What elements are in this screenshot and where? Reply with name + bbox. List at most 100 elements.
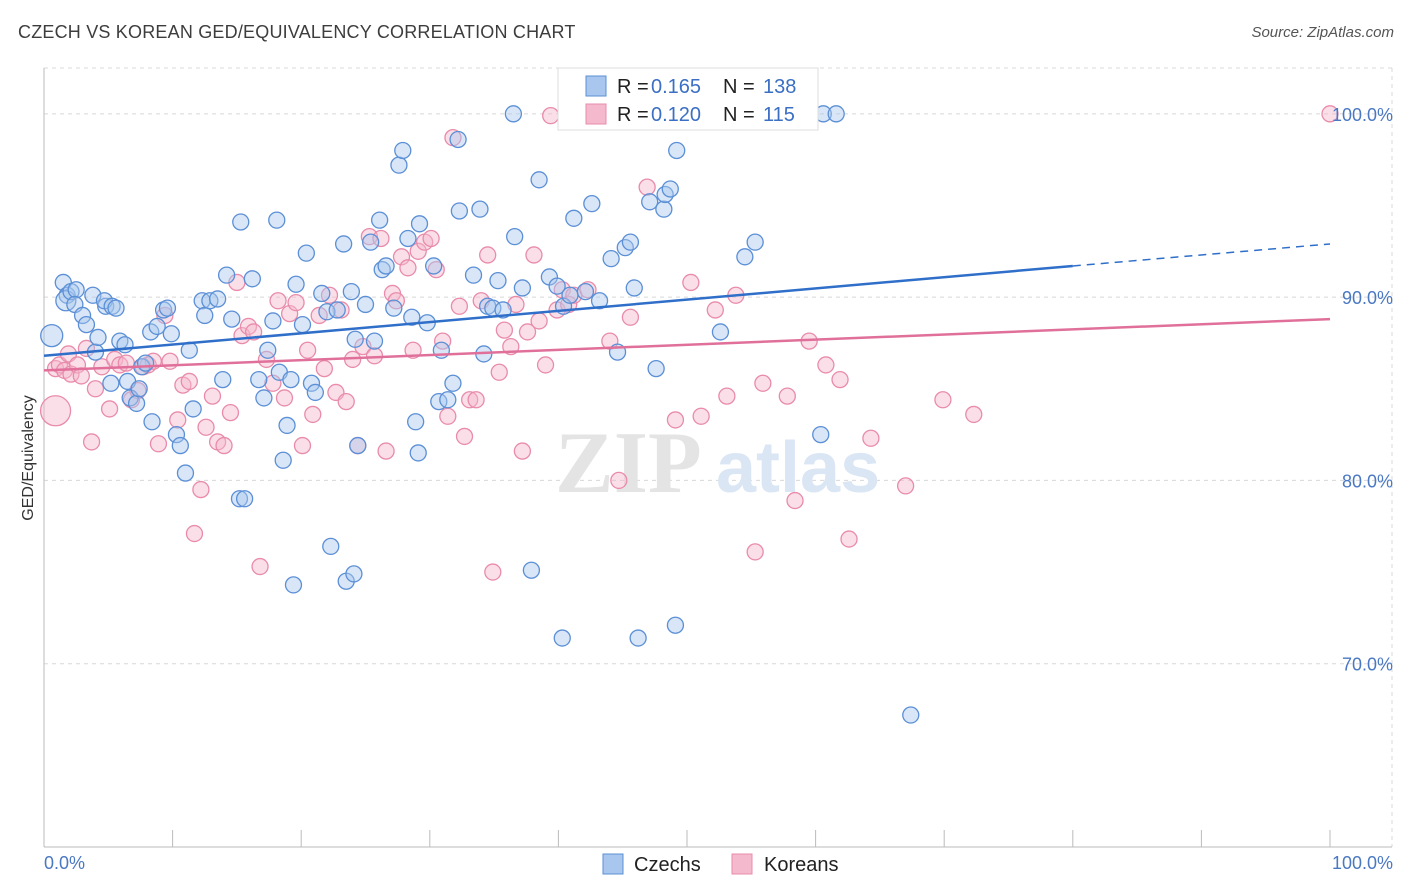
korean-point (786, 491, 804, 510)
czech-point (297, 244, 315, 262)
czech-point (356, 295, 375, 314)
czech-point (214, 370, 232, 389)
korean-point (192, 480, 210, 499)
korean-point (455, 427, 474, 446)
czech-point (136, 354, 155, 372)
czech-point (548, 277, 566, 295)
czech-point (130, 380, 148, 398)
czech-point (73, 306, 92, 325)
axes (43, 68, 1392, 848)
korean-point (817, 356, 835, 374)
korean-point (215, 436, 233, 455)
korean-point (495, 321, 514, 339)
korean-point (1321, 105, 1339, 123)
legend-swatch-korean (585, 103, 607, 125)
source-label: Source: ZipAtlas.com (1251, 24, 1394, 41)
czech-point (647, 359, 665, 378)
korean-point (197, 418, 215, 436)
legend-n-label-korean: N = (723, 104, 755, 126)
korean-point (377, 442, 395, 460)
czech-point (361, 233, 380, 251)
legend-n-label-czech: N = (723, 76, 755, 98)
czech-point (282, 370, 300, 389)
korean-point (840, 530, 858, 548)
grid (44, 67, 1393, 847)
czech-point (184, 400, 202, 418)
legend-n-value-czech: 138 (763, 76, 796, 98)
legend-top: R = 0.165 N = 138 R = 0.120 N = 115 (557, 67, 819, 131)
czech-point (370, 211, 389, 229)
korean-point (542, 107, 560, 125)
czech-point (504, 105, 523, 123)
czech-point (250, 370, 268, 389)
czech-point (827, 105, 845, 123)
korean-point (221, 403, 240, 422)
korean-point (682, 273, 700, 292)
legend-r-label-korean: R = (617, 104, 649, 126)
czech-point (322, 537, 340, 556)
czech-point (143, 413, 161, 431)
czech-point (471, 200, 489, 218)
czech-point (158, 299, 177, 317)
czech-point (668, 141, 686, 160)
y-tick-label: 90.0% (1342, 288, 1393, 308)
korean-point (117, 354, 135, 372)
czech-point (162, 325, 180, 343)
czech-point (243, 270, 261, 288)
czech-point (666, 616, 685, 634)
czech-point (196, 306, 214, 325)
korean-point (536, 356, 555, 374)
czech-point (602, 249, 620, 268)
czech-point (530, 171, 548, 189)
korean-point (275, 389, 294, 407)
korean-point (862, 429, 880, 447)
y-tick-labels: 70.0% 80.0% 90.0% 100.0% (1332, 105, 1393, 675)
korean-point (746, 543, 764, 561)
watermark-zip: ZIP (555, 415, 702, 512)
korean-point (718, 387, 736, 405)
korean-point (82, 433, 101, 451)
bottom-legend-label-czech: Czechs (634, 854, 701, 876)
czech-point (464, 266, 483, 284)
korean-point (831, 370, 849, 389)
legend-swatch-czech (585, 75, 607, 97)
czech-point (67, 281, 85, 299)
korean-point (304, 405, 322, 424)
trend-lines (43, 243, 1331, 372)
czech-point (576, 282, 595, 301)
czech-point (409, 444, 427, 462)
korean-point (332, 301, 350, 319)
korean-points (39, 105, 1339, 581)
czech-point (345, 565, 363, 583)
czech-point (746, 233, 764, 251)
czech-point (625, 279, 643, 297)
czech-point (407, 413, 425, 431)
czech-point (217, 266, 236, 284)
legend-r-label-czech: R = (617, 76, 649, 98)
czech-point (399, 229, 417, 248)
korean-point (934, 391, 952, 409)
czech-point (655, 200, 673, 218)
y-tick-label: 70.0% (1342, 655, 1393, 675)
czech-point (284, 576, 303, 594)
bottom-legend-swatch-korean (731, 853, 753, 875)
korean-point (404, 341, 422, 359)
czech-point (449, 130, 467, 149)
czech-point (590, 292, 609, 310)
korean-point (484, 563, 502, 581)
korean-point (525, 246, 543, 264)
korean-point (409, 242, 427, 260)
czech-point (711, 323, 730, 341)
czech-point (410, 215, 429, 233)
czech-point (394, 141, 412, 160)
korean-point (293, 436, 312, 455)
korean-point (149, 435, 168, 453)
korean-point (692, 407, 710, 425)
czech-point (661, 180, 679, 198)
legend-r-value-korean: 0.120 (651, 104, 701, 126)
czech-point (561, 286, 579, 304)
x-tick-label-min: 0.0% (44, 853, 85, 873)
czech-point (390, 156, 408, 174)
czech-trend-line (43, 264, 1073, 358)
